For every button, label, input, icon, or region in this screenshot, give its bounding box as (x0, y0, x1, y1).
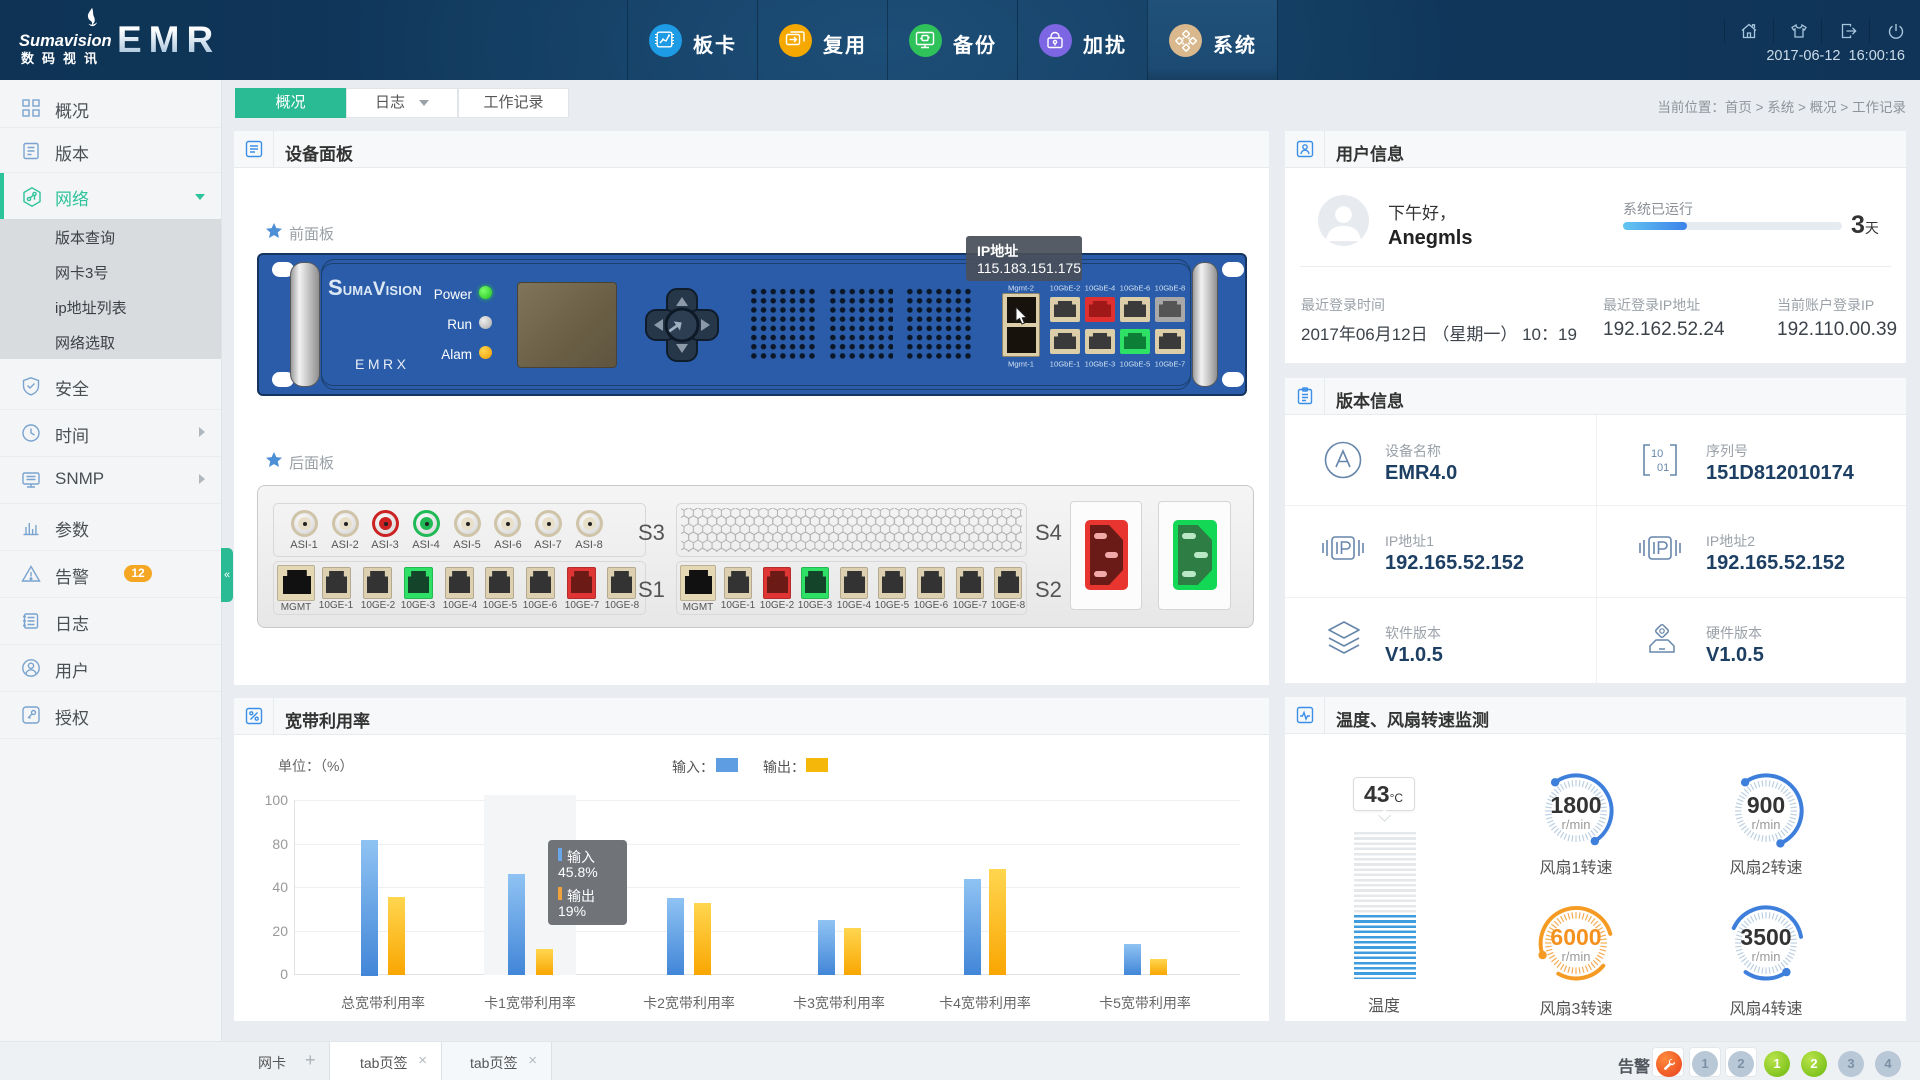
svg-text:01: 01 (1657, 462, 1669, 474)
svg-text:10: 10 (1651, 448, 1663, 460)
